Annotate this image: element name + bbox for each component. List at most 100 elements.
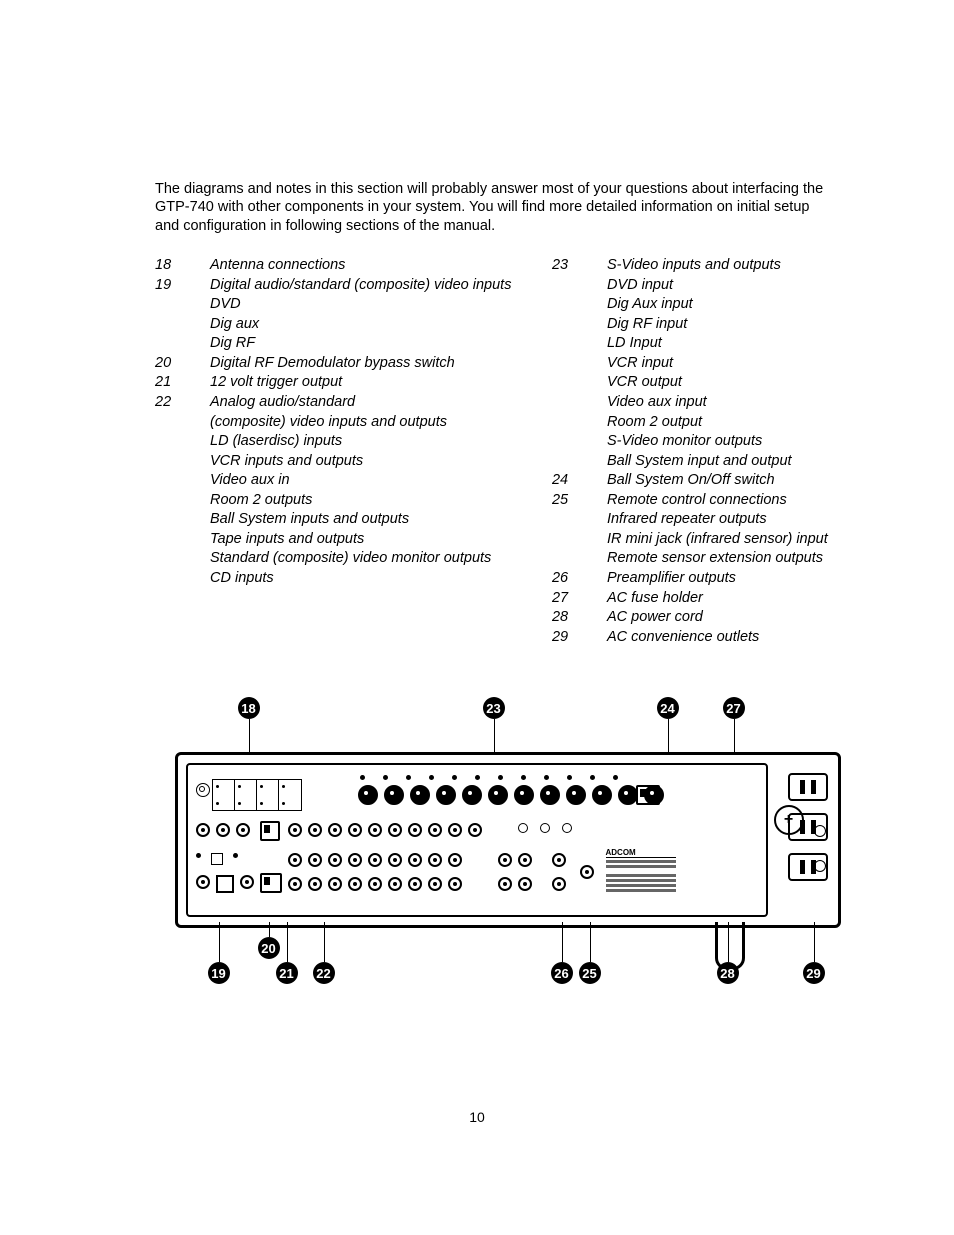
- index-number: 20: [155, 354, 210, 374]
- rear-panel-outline: ADCOM +: [175, 752, 841, 928]
- preamp-row-top: [498, 853, 566, 867]
- index-entry: 20Digital RF Demodulator bypass switch: [155, 354, 542, 374]
- index-subitem: Dig Aux input: [552, 295, 854, 315]
- leader-line: [590, 922, 592, 962]
- index-subitem: LD Input: [552, 334, 854, 354]
- index-subitem: VCR input: [552, 354, 854, 374]
- index-entry: 24Ball System On/Off switch: [552, 471, 854, 491]
- index-number: 22: [155, 393, 210, 413]
- index-number: 29: [552, 628, 607, 648]
- preamp-row-bottom: [498, 877, 566, 891]
- trigger-row: [196, 853, 238, 865]
- leader-line: [287, 922, 289, 962]
- index-subitem: VCR inputs and outputs: [155, 452, 542, 472]
- callout-28: 28: [717, 962, 739, 984]
- ac-outlet-1: [788, 773, 828, 801]
- index-subitem: LD (laserdisc) inputs: [155, 432, 542, 452]
- leader-line: [324, 922, 326, 962]
- index-number: 27: [552, 589, 607, 609]
- digital-input-row: [196, 823, 250, 837]
- index-entry: 19Digital audio/standard (composite) vid…: [155, 276, 542, 296]
- index-entry: 23S-Video inputs and outputs: [552, 256, 854, 276]
- index-subitem: Standard (composite) video monitor outpu…: [155, 549, 542, 569]
- index-entry: 22Analog audio/standard: [155, 393, 542, 413]
- index-text: Analog audio/standard: [210, 393, 355, 413]
- index-text: Antenna connections: [210, 256, 345, 276]
- index-text: Ball System On/Off switch: [607, 471, 775, 491]
- index-subitem: Dig RF: [155, 334, 542, 354]
- index-text: AC power cord: [607, 608, 703, 628]
- lower-left-row: [196, 875, 254, 893]
- index-number: 19: [155, 276, 210, 296]
- index-subitem: Ball System inputs and outputs: [155, 510, 542, 530]
- index-number: 18: [155, 256, 210, 276]
- index-subitem: Remote sensor extension outputs: [552, 549, 854, 569]
- rf-bypass-switch: [260, 821, 280, 841]
- index-subitem: Video aux input: [552, 393, 854, 413]
- index-subitem: Dig aux: [155, 315, 542, 335]
- index-number: 23: [552, 256, 607, 276]
- index-subitem: Tape inputs and outputs: [155, 530, 542, 550]
- right-column: 23S-Video inputs and outputsDVD inputDig…: [552, 256, 854, 647]
- analog-row-mid: [288, 853, 462, 867]
- ground-terminal: [196, 783, 210, 797]
- leader-line: [814, 922, 816, 962]
- index-text: Remote control connections: [607, 491, 787, 511]
- model-plate: ADCOM: [606, 848, 676, 903]
- index-text: S-Video inputs and outputs: [607, 256, 781, 276]
- index-subitem: Room 2 output: [552, 413, 854, 433]
- index-text: Preamplifier outputs: [607, 569, 736, 589]
- callout-27: 27: [723, 697, 745, 719]
- brand-label: ADCOM: [606, 848, 676, 858]
- callout-25: 25: [579, 962, 601, 984]
- index-text: AC convenience outlets: [607, 628, 759, 648]
- svideo-row: [358, 785, 664, 805]
- index-subitem: S-Video monitor outputs: [552, 432, 854, 452]
- callout-29: 29: [803, 962, 825, 984]
- index-subitem: Video aux in: [155, 471, 542, 491]
- leader-line: [219, 922, 221, 962]
- callout-21: 21: [276, 962, 298, 984]
- index-number: 25: [552, 491, 607, 511]
- index-number: 21: [155, 373, 210, 393]
- analog-row-top: [288, 823, 482, 837]
- index-subitem: DVD input: [552, 276, 854, 296]
- remote-jack-row: [518, 823, 572, 833]
- index-text: Digital audio/standard (composite) video…: [210, 276, 511, 296]
- callout-20: 20: [258, 937, 280, 959]
- manual-page: The diagrams and notes in this section w…: [0, 0, 954, 1235]
- index-entry: 27AC fuse holder: [552, 589, 854, 609]
- callout-23: 23: [483, 697, 505, 719]
- callout-22: 22: [313, 962, 335, 984]
- callout-18: 18: [238, 697, 260, 719]
- lower-switch: [260, 873, 282, 893]
- index-subitem: DVD: [155, 295, 542, 315]
- index-subitem: CD inputs: [155, 569, 542, 589]
- rear-panel-diagram: 18 23 24 27: [175, 697, 835, 997]
- index-subitem: Room 2 outputs: [155, 491, 542, 511]
- index-columns: 18Antenna connections19Digital audio/sta…: [155, 256, 854, 647]
- callout-26: 26: [551, 962, 573, 984]
- leader-line: [269, 922, 271, 937]
- index-subitem: IR mini jack (infrared sensor) input: [552, 530, 854, 550]
- intro-paragraph: The diagrams and notes in this section w…: [155, 180, 835, 237]
- index-text: 12 volt trigger output: [210, 373, 342, 393]
- center-jack: [580, 865, 594, 879]
- index-number: 26: [552, 569, 607, 589]
- index-entry: 28AC power cord: [552, 608, 854, 628]
- index-subitem: VCR output: [552, 373, 854, 393]
- analog-row-bottom: [288, 877, 462, 891]
- index-subitem: Infrared repeater outputs: [552, 510, 854, 530]
- index-entry: 2112 volt trigger output: [155, 373, 542, 393]
- svideo-label-dots: [360, 775, 618, 780]
- index-number: 24: [552, 471, 607, 491]
- ball-system-switch: [636, 785, 660, 805]
- index-entry: 25Remote control connections: [552, 491, 854, 511]
- index-entry: 18Antenna connections: [155, 256, 542, 276]
- ac-outlet-2: [788, 813, 828, 841]
- callout-24: 24: [657, 697, 679, 719]
- left-column: 18Antenna connections19Digital audio/sta…: [155, 256, 542, 647]
- index-entry: 26Preamplifier outputs: [552, 569, 854, 589]
- index-subitem: Ball System input and output: [552, 452, 854, 472]
- index-entry: 29AC convenience outlets: [552, 628, 854, 648]
